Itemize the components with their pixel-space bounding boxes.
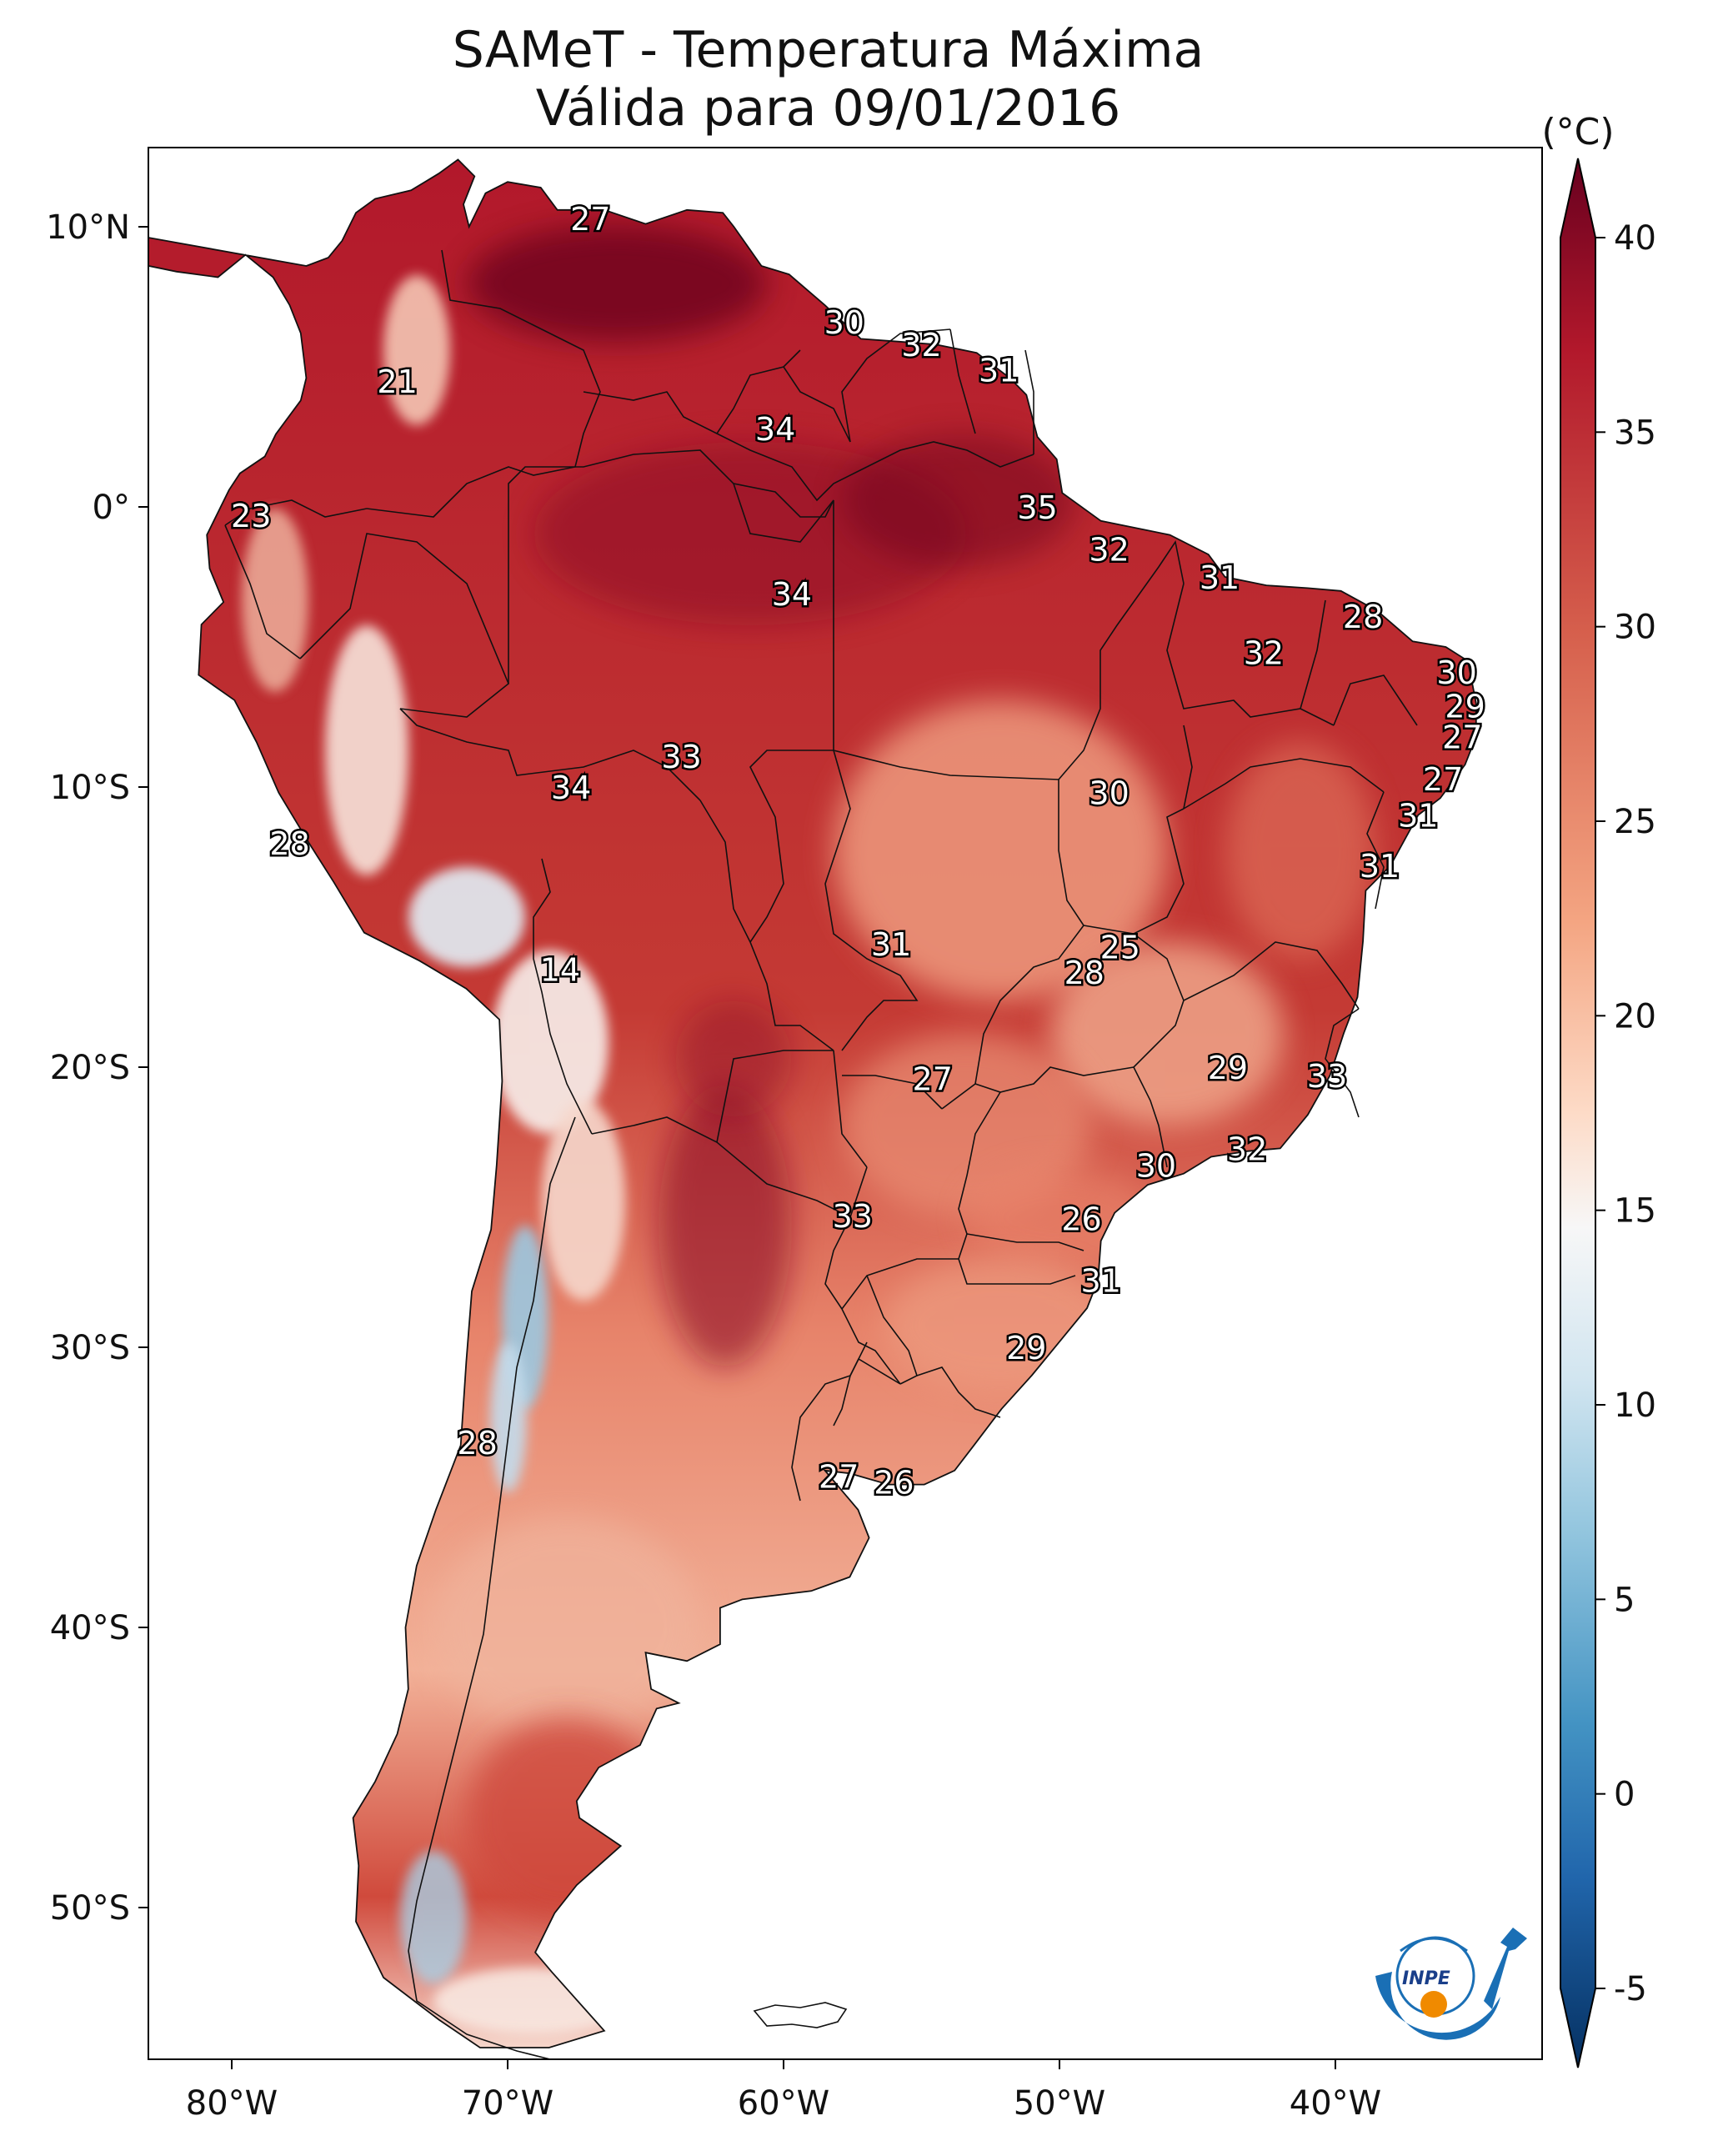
colorbar-tick-label: 15 [1614, 1192, 1656, 1231]
station-label: 27 [1423, 761, 1463, 798]
colorbar-tick-label: -5 [1614, 1970, 1647, 2008]
station-label: 33 [1307, 1058, 1347, 1095]
station-label: 14 [540, 951, 580, 988]
station-label: 32 [1244, 635, 1284, 672]
station-label: 27 [570, 201, 610, 238]
axes: 80°W 70°W 60°W 50°W 40°W 10°N 0° 10°S 20°S 30°S 40… [46, 208, 1381, 2123]
colorbar: 40 35 30 25 20 15 10 5 0 -5 (°C) [1541, 111, 1656, 2068]
station-label: 25 [1100, 930, 1140, 966]
lat-tick-label: 40°S [50, 1609, 130, 1647]
station-label: 27 [1442, 720, 1482, 756]
map-title: SAMeT - Temperatura Máxima [452, 21, 1205, 79]
station-label: 30 [1136, 1148, 1176, 1185]
colorbar-tick-label: 40 [1614, 219, 1656, 258]
colorbar-tick-label: 20 [1614, 997, 1656, 1035]
lat-tick-label: 20°S [50, 1049, 130, 1087]
lon-tick-label: 80°W [186, 2084, 278, 2123]
station-label: 30 [1089, 775, 1129, 812]
colorbar-tick-label: 10 [1614, 1386, 1656, 1425]
station-label: 31 [979, 352, 1019, 389]
station-label: 29 [1445, 689, 1485, 725]
map-subtitle: Válida para 09/01/2016 [535, 79, 1121, 138]
station-label: 31 [871, 926, 911, 963]
station-label: 31 [1081, 1262, 1121, 1299]
station-label: 26 [1061, 1201, 1101, 1237]
station-label: 32 [1227, 1131, 1267, 1167]
colorbar-tick-label: 25 [1614, 803, 1656, 841]
colorbar-tick-label: 0 [1614, 1776, 1635, 1814]
lon-tick-label: 40°W [1290, 2084, 1381, 2123]
station-label: 30 [1436, 654, 1476, 691]
colorbar-unit-label: (°C) [1541, 111, 1614, 153]
lat-tick-label: 50°S [50, 1889, 130, 1928]
station-label: 34 [772, 576, 812, 613]
coastline [148, 158, 1477, 2048]
station-label: 32 [901, 327, 941, 364]
station-label: 30 [824, 304, 864, 341]
colorbar-ticks: 40 35 30 25 20 15 10 5 0 -5 [1595, 219, 1656, 2008]
colorbar-tick-label: 5 [1614, 1581, 1635, 1619]
station-label: 31 [1398, 798, 1438, 835]
colorbar-tick-label: 30 [1614, 609, 1656, 647]
station-label: 31 [1360, 848, 1400, 885]
station-label: 31 [1200, 559, 1240, 596]
lat-tick-label: 30°S [50, 1329, 130, 1367]
plot-frame [148, 147, 1543, 2060]
station-label: 33 [833, 1198, 873, 1235]
station-label: 29 [1006, 1330, 1046, 1366]
station-label: 27 [913, 1060, 953, 1097]
colorbar-scale [1560, 158, 1596, 2068]
station-label: 26 [874, 1464, 914, 1501]
inpe-logo: INPE [1375, 1928, 1527, 2040]
lat-tick-label: 10°S [50, 769, 130, 807]
station-label: 28 [269, 825, 309, 862]
station-label: 35 [1017, 489, 1057, 526]
colorbar-tick-label: 35 [1614, 414, 1656, 452]
station-label: 23 [231, 498, 271, 534]
station-label: 29 [1208, 1050, 1248, 1086]
lat-tick-label: 0° [93, 489, 130, 527]
station-label: 33 [661, 739, 701, 775]
lat-tick-label: 10°N [46, 208, 130, 247]
station-label: 27 [819, 1459, 859, 1496]
station-label: 34 [551, 770, 591, 806]
station-label: 28 [457, 1425, 497, 1462]
temperature-field [242, 225, 1375, 2034]
lon-tick-label: 70°W [462, 2084, 553, 2123]
station-label: 34 [755, 411, 795, 448]
country-borders [224, 249, 1418, 2059]
station-label: 28 [1064, 955, 1104, 991]
station-label: 32 [1089, 531, 1129, 568]
lon-tick-label: 60°W [738, 2084, 829, 2123]
falkland-islands [753, 2002, 848, 2028]
station-label: 21 [377, 364, 417, 400]
inpe-logo-text: INPE [1402, 1968, 1450, 1989]
lon-tick-label: 50°W [1014, 2084, 1105, 2123]
station-label: 28 [1343, 599, 1383, 635]
